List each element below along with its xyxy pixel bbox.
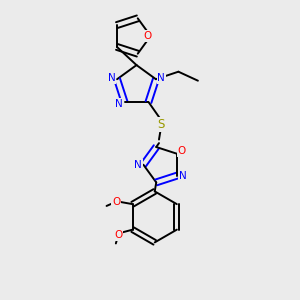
Text: O: O — [114, 230, 122, 240]
Text: O: O — [177, 146, 186, 156]
Text: N: N — [108, 73, 116, 83]
Text: N: N — [158, 73, 165, 83]
Text: N: N — [178, 171, 186, 181]
Text: O: O — [143, 31, 152, 41]
Text: N: N — [115, 98, 123, 109]
Text: S: S — [157, 118, 164, 131]
Text: N: N — [134, 160, 142, 170]
Text: O: O — [112, 197, 120, 207]
